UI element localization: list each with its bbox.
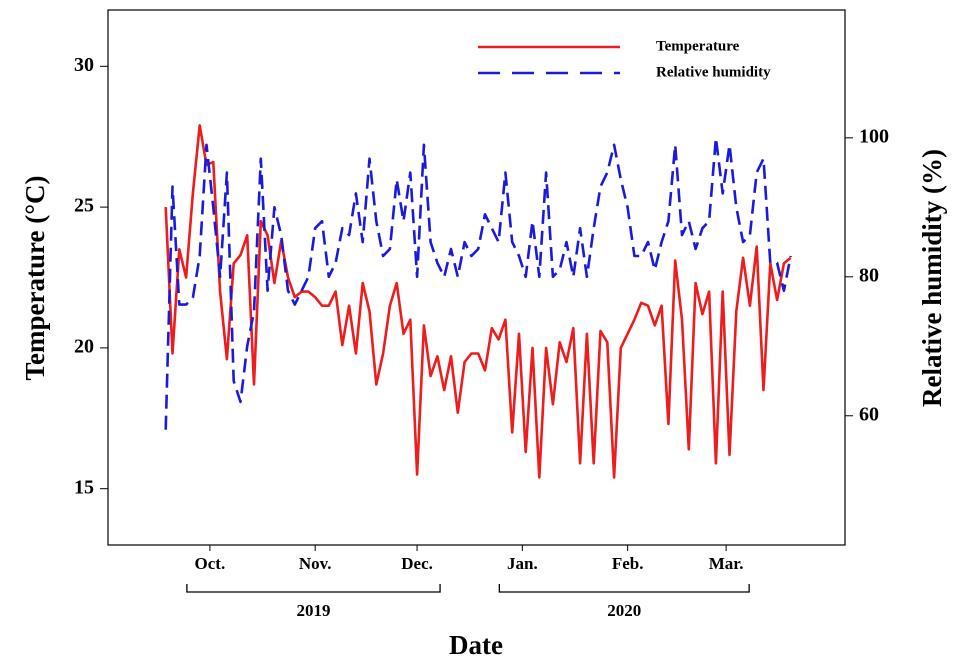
x-tick-label: Dec. (401, 554, 433, 573)
year-label: 2019 (296, 601, 330, 620)
legend-label: Temperature (656, 38, 740, 54)
x-tick-label: Jan. (507, 554, 538, 573)
year-bracket (498, 584, 750, 593)
year-label: 2020 (607, 601, 641, 620)
y2-axis-label: Relative humidity (%) (917, 149, 947, 407)
x-tick-label: Feb. (612, 554, 644, 573)
y2-tick-label: 100 (859, 125, 889, 147)
y-tick-label: 15 (74, 476, 94, 498)
legend-label: Relative humidity (656, 64, 771, 80)
y-tick-label: 20 (74, 335, 94, 357)
x-tick-label: Oct. (195, 554, 226, 573)
x-axis-label: Date (449, 630, 503, 660)
y2-tick-label: 60 (859, 403, 879, 425)
y-axis-label: Temperature (°C) (20, 175, 50, 380)
x-tick-label: Nov. (299, 554, 332, 573)
plot-frame (107, 9, 846, 546)
y-tick-label: 25 (74, 195, 94, 217)
x-tick-label: Mar. (709, 554, 744, 573)
series-line (164, 136, 792, 430)
y2-tick-label: 80 (859, 264, 879, 286)
year-bracket (186, 584, 441, 593)
y-tick-label: 30 (74, 54, 94, 76)
